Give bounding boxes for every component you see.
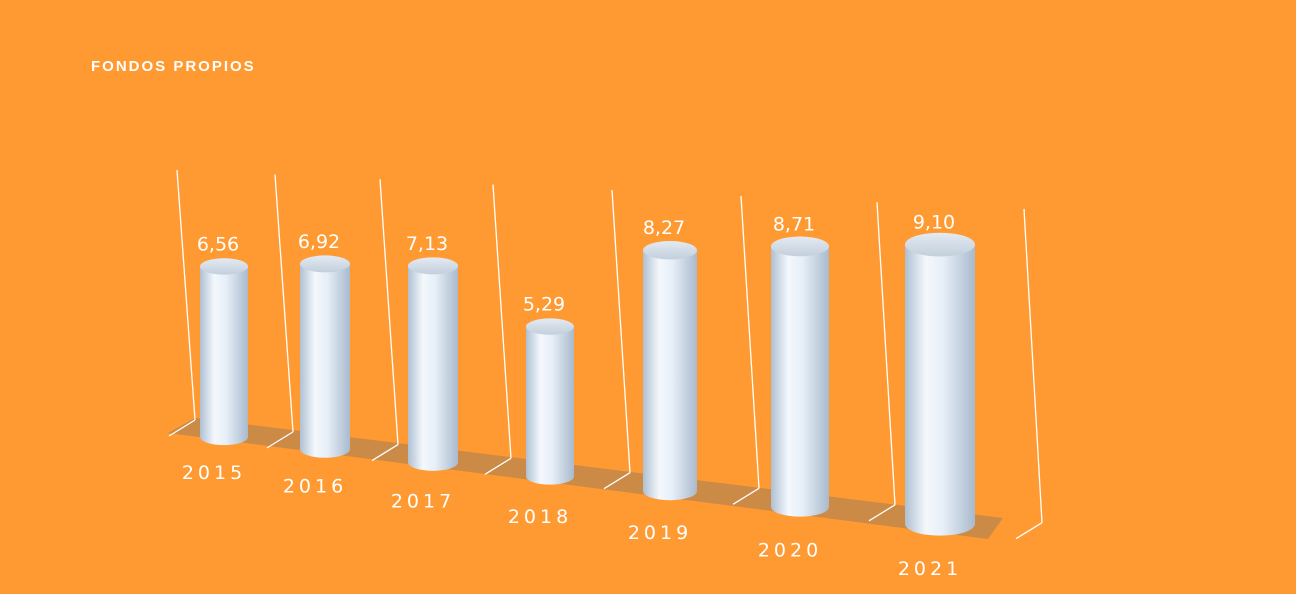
bar-2015 [200,258,248,446]
bar-cap-2015 [200,258,248,275]
value-label-2020: 8,71 [773,213,815,235]
floor-gridline-2 [371,444,399,462]
labels: 6,56 2015 6,92 2016 7,13 2017 5,29 2018 8,27 2019… [182,212,962,580]
chart-title: FONDOS PROPIOS [91,58,256,75]
bar-cap-2019 [643,241,697,260]
floor-gridline-0 [168,419,196,437]
bar-body-2020 [771,246,829,517]
bar-body-2021 [905,244,975,536]
gridline-3 [492,184,512,459]
gridline-0 [176,169,196,421]
value-label-2017: 7,13 [406,233,448,255]
bar-cap-2020 [771,236,829,257]
floor-gridline-5 [732,487,760,505]
bar-body-2019 [643,250,697,501]
bar-2016 [300,255,350,458]
bar-cap-2016 [300,255,350,273]
bar-body-2017 [408,265,458,471]
floor-gridline-4 [603,472,631,490]
value-label-2018: 5,29 [523,294,565,316]
bar-2017 [408,257,458,471]
value-label-2015: 6,56 [197,233,239,255]
gridline-7 [1023,208,1043,523]
bar-2021 [905,232,975,536]
gridline-2 [379,179,399,445]
bar-body-2018 [526,326,574,485]
bar-cap-2017 [408,257,458,275]
floor-gridline-6 [868,504,896,522]
floor-gridline-1 [266,431,294,449]
value-label-2019: 8,27 [643,217,685,239]
bar-2019 [643,241,697,501]
category-label-2016: 2016 [283,476,347,498]
bars [200,232,975,536]
floor-gridline-7 [1015,522,1043,540]
gridline-6 [876,202,896,505]
value-label-2016: 6,92 [298,231,340,253]
gridline-5 [740,195,760,489]
category-label-2020: 2020 [758,539,822,561]
gridlines [168,169,1043,540]
category-label-2018: 2018 [508,506,572,528]
bar-2018 [526,318,574,485]
bar-cap-2018 [526,318,574,335]
category-label-2015: 2015 [182,462,246,484]
value-label-2021: 9,10 [913,212,955,234]
category-label-2017: 2017 [391,490,455,512]
bar-body-2015 [200,266,248,446]
bar-body-2016 [300,263,350,458]
bar-cap-2021 [905,232,975,257]
bar-2020 [771,236,829,517]
gridline-1 [274,174,294,432]
category-label-2021: 2021 [898,558,962,580]
category-label-2019: 2019 [628,522,692,544]
floor-gridline-3 [484,457,512,475]
gridline-4 [611,189,631,473]
